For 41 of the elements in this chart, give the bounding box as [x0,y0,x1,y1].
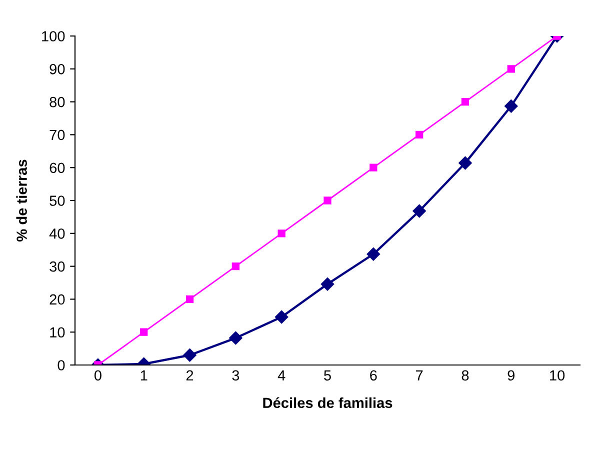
y-axis-title: % de tierras [16,160,27,242]
x-axis-title: Déciles de familias [263,397,392,408]
y-tick-label: 100 [42,31,65,42]
point [370,164,378,172]
x-tick-label: 9 [508,370,514,381]
point [458,156,472,170]
y-tick-label: 80 [50,96,65,108]
point [504,99,518,113]
point [324,196,332,204]
x-tick-label: 6 [370,370,377,381]
y-tick-label: 90 [50,64,65,74]
point [232,262,240,270]
point [412,204,426,218]
x-tick-label: 1 [140,370,148,380]
point [229,331,242,345]
x-tick-label: 3 [232,370,240,381]
point [183,348,196,362]
y-tick-label: 60 [50,162,65,174]
y-tick-label: 20 [50,294,65,305]
x-tick-label: 5 [324,370,331,381]
x-tick-label: 2 [186,370,194,380]
y-tick-label: 30 [50,261,65,272]
x-tick-label: 8 [462,370,469,381]
point [366,248,380,261]
x-tick-label: 0 [94,370,102,381]
y-tick-label: 50 [50,196,65,206]
y-tick-label: 40 [49,228,65,239]
y-tick-label: 10 [50,327,65,338]
y-tick-label: 70 [50,130,65,140]
point [186,295,194,304]
y-tick-label: 0 [58,360,65,370]
point [278,230,286,238]
point [275,310,288,324]
point [416,130,424,139]
x-tick-label: 7 [416,370,423,380]
point [461,98,470,106]
x-tick-label: 10 [550,370,565,381]
x-tick-label: 4 [278,370,286,380]
point [507,65,515,73]
point [320,277,334,291]
point [140,328,148,336]
